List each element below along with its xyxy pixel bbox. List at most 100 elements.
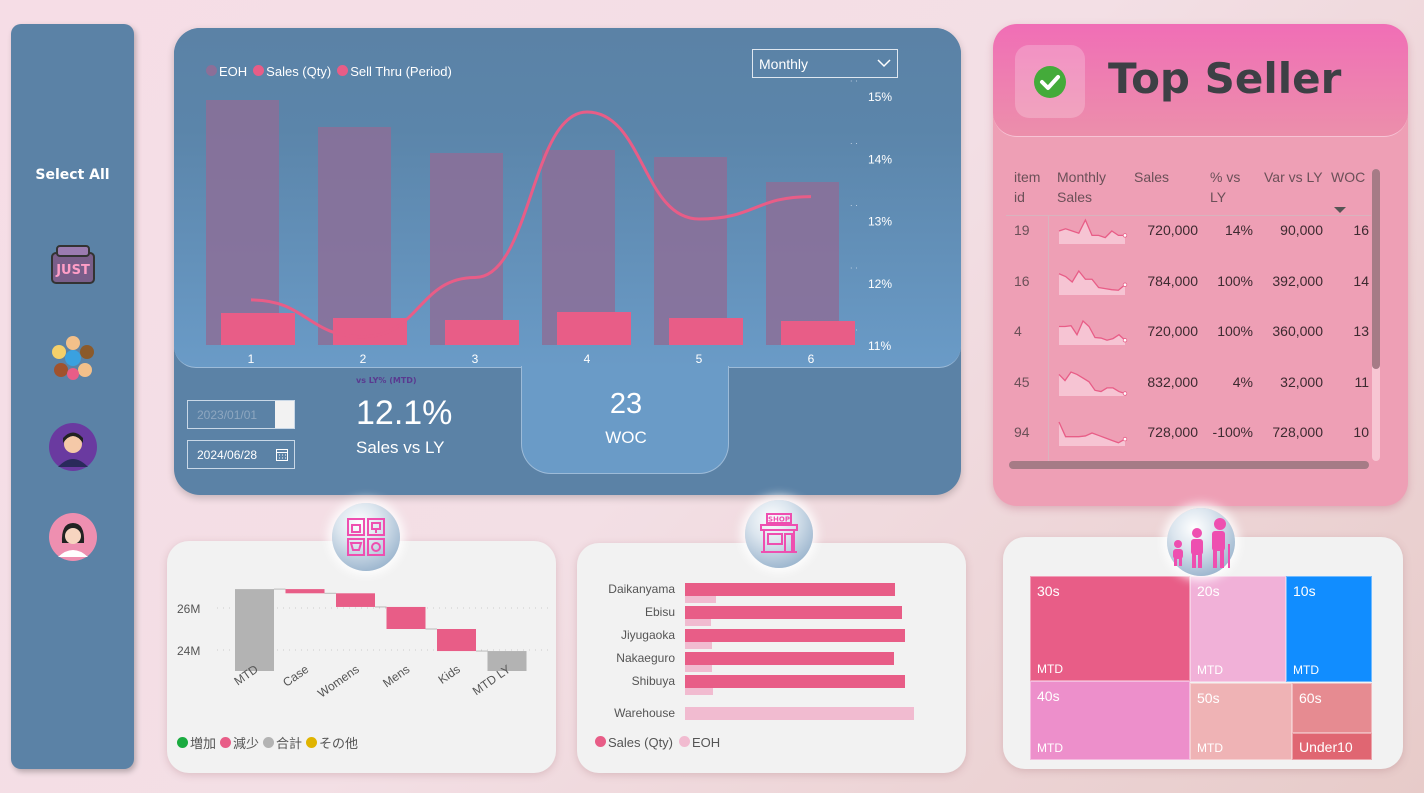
- woman-avatar-icon[interactable]: [48, 512, 98, 562]
- x-tick-label: 3: [472, 352, 479, 366]
- y2-tick-label: 11%: [868, 339, 891, 353]
- store-sales-card: Daikanyama Ebisu Jiyugaoka Nakaeguro Shibuya…: [577, 543, 966, 773]
- legend-label: 合計: [276, 736, 303, 751]
- column-divider: [1048, 216, 1049, 461]
- sparkline-area: [1059, 422, 1125, 446]
- column-header[interactable]: item id: [1014, 169, 1041, 205]
- vertical-scroll-thumb[interactable]: [1372, 169, 1380, 369]
- sparkline: [1058, 370, 1128, 396]
- sparkline-line: [1058, 421, 1126, 444]
- sparkline-end-point: [1122, 436, 1128, 442]
- tile-label: 10s: [1293, 583, 1316, 599]
- sales-value: 720,000: [1147, 323, 1198, 339]
- treemap-tile-60s[interactable]: 60s: [1292, 683, 1372, 733]
- start-date-input[interactable]: 2023/01/01: [187, 400, 295, 429]
- woc-value: 16: [1353, 222, 1369, 238]
- tile-label: 20s: [1197, 583, 1220, 599]
- tile-label: 50s: [1197, 690, 1220, 706]
- sparkline: [1058, 421, 1128, 446]
- column-header[interactable]: Var vs LY: [1264, 169, 1323, 185]
- tile-sublabel: MTD: [1197, 663, 1223, 677]
- var-vs-ly: 728,000: [1272, 424, 1323, 440]
- check-badge: [1015, 45, 1085, 118]
- woc-value: 14: [1353, 272, 1369, 289]
- column-header[interactable]: Sales: [1134, 169, 1170, 185]
- sales-value: 832,000: [1147, 373, 1198, 390]
- tile-sublabel: MTD: [1197, 741, 1223, 755]
- treemap-tile-under10[interactable]: Under10: [1292, 733, 1372, 760]
- sales-vs-ly-value: 12.1%: [356, 394, 453, 432]
- sparkline-area: [1059, 220, 1125, 244]
- store-bar-legend: Sales (Qty) EOH: [595, 735, 720, 750]
- table-row[interactable]: 94 728,000 -100% 728,000 10: [993, 421, 1373, 472]
- table-row[interactable]: 19 720,000 14% 90,000 16: [993, 218, 1373, 270]
- just-bag-icon[interactable]: JUST: [48, 240, 98, 290]
- select-all-button[interactable]: Select All: [35, 167, 110, 183]
- woc-value: 13: [1353, 323, 1369, 339]
- sparkline-end-point: [1122, 338, 1128, 343]
- column-header[interactable]: WOC: [1331, 169, 1366, 185]
- column-header[interactable]: Monthly Sales: [1057, 169, 1107, 205]
- eoh-bar: [766, 182, 839, 345]
- treemap-tile-50s[interactable]: 50s MTD: [1190, 683, 1292, 760]
- treemap-tile-10s[interactable]: 10s MTD: [1286, 576, 1372, 682]
- treemap-tile-40s[interactable]: 40s MTD: [1030, 681, 1190, 760]
- top-seller-card: Top Seller item id Monthly Sales Sales % vs…: [993, 24, 1408, 506]
- kids-group-icon[interactable]: [48, 333, 98, 383]
- pct-vs-ly: 14%: [1224, 222, 1253, 238]
- item-id: 19: [1014, 222, 1030, 238]
- x-tick-label: Kids: [436, 662, 463, 687]
- man-avatar-icon[interactable]: [48, 422, 98, 472]
- eoh-bar: [685, 596, 716, 603]
- category-waterfall-card: 24M 26M MTD Case Womens Mens Kids MTD LY 増加 減少 合計…: [167, 541, 556, 773]
- sparkline: [1058, 218, 1128, 244]
- table-row[interactable]: 16 784,000 100% 392,000 14: [993, 269, 1373, 321]
- sales-vs-ly-label: Sales vs LY: [356, 438, 445, 457]
- sparkline-end-point: [1122, 233, 1128, 238]
- tile-sublabel: MTD: [1037, 741, 1063, 755]
- var-vs-ly: 392,000: [1272, 272, 1323, 289]
- tile-label: 40s: [1037, 688, 1060, 704]
- eoh-bar: [430, 153, 503, 345]
- x-tick-label: 6: [808, 352, 815, 366]
- calendar-icon[interactable]: [276, 448, 288, 461]
- tile-label: 30s: [1037, 583, 1060, 599]
- y2-tick-dots: · ·: [850, 139, 858, 148]
- horizontal-scrollbar[interactable]: [1009, 461, 1369, 469]
- store-label: Nakaeguro: [616, 651, 675, 665]
- eoh-bar: [685, 665, 712, 672]
- end-date-input[interactable]: 2024/06/28: [187, 440, 295, 469]
- legend-item: 減少: [220, 733, 259, 752]
- x-tick-label: Womens: [315, 662, 362, 701]
- sales-qty-bar: [221, 313, 295, 345]
- treemap-tile-30s[interactable]: 30s MTD: [1030, 576, 1190, 681]
- table-row[interactable]: 4 720,000 100% 360,000 13: [993, 319, 1373, 371]
- sparkline-line: [1058, 269, 1126, 291]
- item-id: 16: [1014, 272, 1030, 289]
- sparkline-area: [1059, 371, 1125, 396]
- svg-text:JUST: JUST: [55, 263, 90, 278]
- combo-legend: EOH Sales (Qty) Sell Thru (Period): [206, 64, 452, 79]
- sales-qty-bar: [445, 320, 519, 345]
- sales-qty-bar: [685, 675, 905, 688]
- waterfall-bar: [285, 589, 325, 594]
- legend-item: Sales (Qty): [595, 735, 673, 750]
- waterfall-bar: [386, 606, 426, 629]
- column-header[interactable]: % vs LY: [1210, 169, 1241, 205]
- treemap-tile-20s[interactable]: 20s MTD: [1190, 576, 1286, 682]
- combo-chart-area: EOH Sales (Qty) Sell Thru (Period) Month…: [174, 28, 961, 368]
- eoh-bar: [685, 688, 713, 695]
- eoh-bar: [685, 707, 914, 720]
- period-dropdown[interactable]: Monthly: [752, 49, 898, 78]
- eoh-bar: [206, 100, 279, 345]
- tile-sublabel: MTD: [1037, 662, 1063, 676]
- vertical-scrollbar[interactable]: [1372, 169, 1380, 461]
- waterfall-bar: [487, 651, 527, 671]
- x-tick-label: Mens: [380, 662, 412, 690]
- sales-qty-bar: [685, 629, 905, 642]
- age-group-icon: [1167, 508, 1235, 576]
- table-row[interactable]: 45 832,000 4% 32,000 11: [993, 370, 1373, 422]
- legend-label: 増加: [190, 736, 217, 751]
- y2-tick-label: 13%: [868, 215, 892, 229]
- var-vs-ly: 90,000: [1280, 222, 1323, 238]
